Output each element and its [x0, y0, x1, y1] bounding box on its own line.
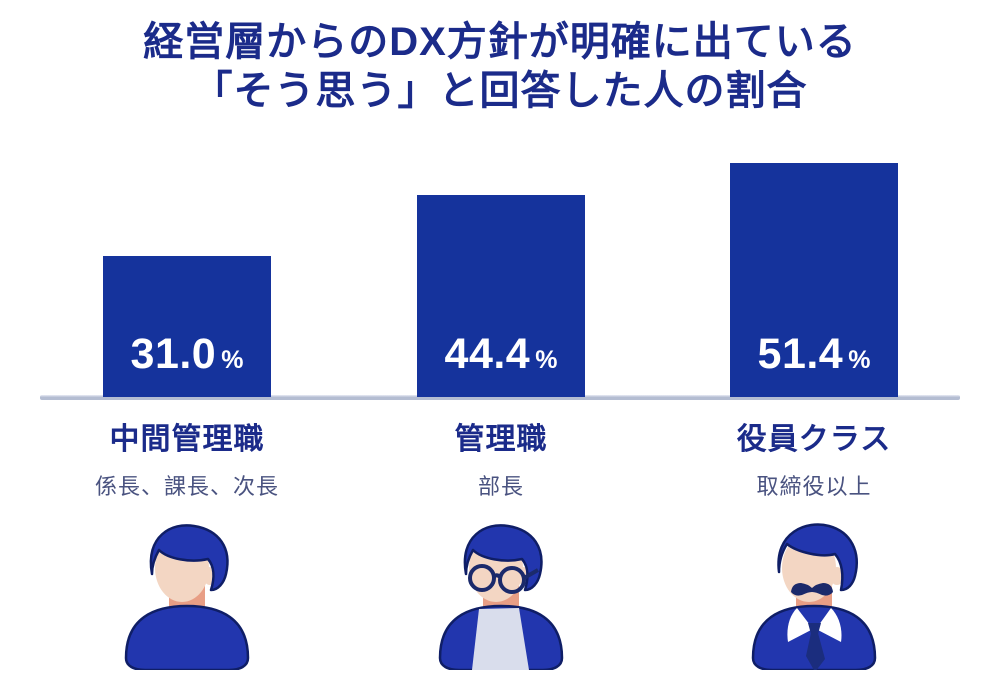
executive-with-mustache-avatar	[751, 523, 877, 670]
bar-value-number: 44.4	[444, 330, 531, 378]
category-middle-management: 中間管理職 係長、課長、次長	[47, 414, 327, 501]
round-glasses-icon	[468, 564, 539, 594]
young-man-avatar	[124, 524, 250, 670]
bar-value-executive: 51.4%	[730, 330, 898, 379]
bar-value-number: 31.0	[130, 330, 217, 378]
category-management: 管理職 部長	[361, 414, 641, 501]
tie-shape	[806, 623, 825, 670]
chart-title-line1: 経営層からのDX方針が明確に出ている	[143, 20, 857, 64]
percent-sign: %	[535, 346, 558, 374]
percent-sign: %	[848, 346, 871, 374]
bar-executive: 51.4%	[730, 163, 898, 397]
category-sublabel: 係長、課長、次長	[94, 474, 279, 499]
man-with-round-glasses-avatar	[438, 524, 564, 670]
category-label: 中間管理職	[109, 423, 265, 456]
collar-left-shape	[787, 608, 813, 642]
hair-shape	[777, 523, 858, 592]
percent-sign: %	[221, 346, 244, 374]
ear-shape	[830, 567, 844, 585]
category-sublabel: 部長	[477, 474, 524, 499]
bar-middle-management: 31.0%	[103, 256, 271, 397]
mustache-shape	[791, 583, 833, 596]
bar-management: 44.4%	[417, 195, 585, 397]
category-executive: 役員クラス 取締役以上	[674, 414, 954, 501]
category-sublabel: 取締役以上	[756, 474, 872, 499]
category-label: 管理職	[454, 423, 548, 456]
torso-shape	[124, 604, 250, 670]
collar-right-shape	[816, 608, 842, 642]
hair-shape	[149, 524, 229, 592]
bar-value-number: 51.4	[757, 330, 844, 378]
inner-shirt-shape	[472, 608, 529, 670]
baseline-axis	[40, 395, 960, 400]
bar-value-management: 44.4%	[417, 330, 585, 379]
bar-value-middle-management: 31.0%	[103, 330, 271, 379]
hair-shape	[463, 524, 543, 592]
chart-title: 経営層からのDX方針が明確に出ている 「そう思う」と回答した人の割合	[0, 18, 1000, 116]
category-label: 役員クラス	[736, 423, 892, 456]
chart-title-line2: 「そう思う」と回答した人の割合	[192, 68, 808, 113]
